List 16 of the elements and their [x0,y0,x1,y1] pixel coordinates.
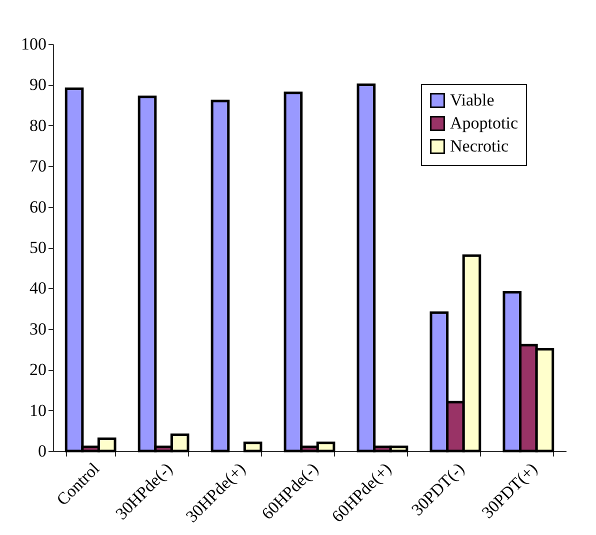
bar [243,442,262,452]
y-tick-label: 90 [30,75,46,94]
y-tick-label: 70 [30,156,46,176]
legend-label: Viable [450,90,494,110]
y-tick-label: 100 [21,34,46,54]
legend-label: Apoptotic [450,114,518,132]
y-tick-label: 10 [30,400,46,420]
y-tick-label: 40 [30,278,46,298]
y-tick-label: 80 [30,116,46,135]
y-tick-label: 50 [30,238,46,257]
bar [210,100,230,452]
y-tick-label: 0 [38,442,46,460]
y-tick-label: 20 [30,360,46,380]
y-tick-label: 60 [30,197,46,216]
y-tick-label: 30 [30,319,46,338]
legend-label: Necrotic [450,136,509,156]
